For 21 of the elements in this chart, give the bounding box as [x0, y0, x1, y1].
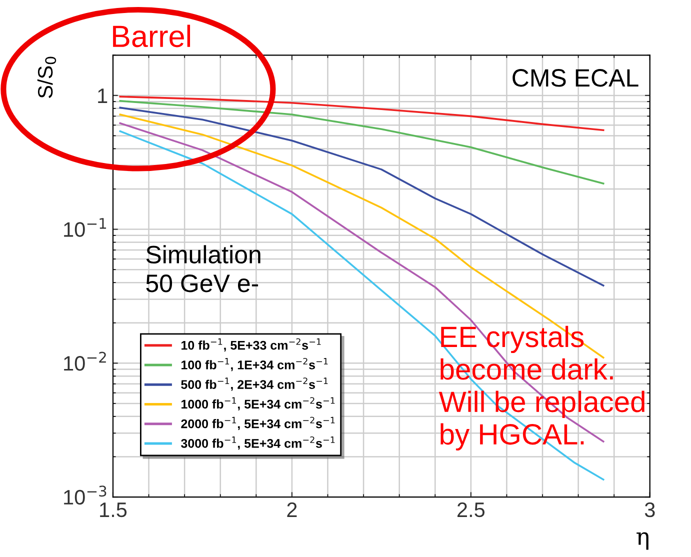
legend-label: 500 fb$^{−1}$, 2E+34 cm$^{−2}$s$^{−1}$ — [181, 378, 328, 391]
x-tick-label: 3 — [644, 502, 655, 518]
annotation: CMS ECAL — [512, 69, 638, 87]
line-series — [119, 100, 604, 184]
annotation: Simulation 50 GeV e- — [146, 245, 260, 292]
x-tick-label: 2.5 — [457, 502, 485, 518]
legend-label: 10 fb$^{−1}$, 5E+33 cm$^{−2}$s$^{−1}$ — [181, 338, 321, 352]
text: Barrel — [113, 24, 190, 48]
x-tick-label: 1.5 — [100, 502, 127, 518]
y-tick-label: 1 — [98, 88, 108, 103]
legend-label: 1000 fb$^{−1}$, 5E+34 cm$^{−2}$s$^{−1}$ — [181, 397, 335, 410]
line-series — [119, 96, 604, 132]
legend-label: 3000 fb$^{−1}$, 5E+34 cm$^{−2}$s$^{−1}$ — [180, 436, 335, 450]
y-tick-label: 10$^{−1}$ — [64, 218, 106, 237]
x-tick-label: 2 — [287, 502, 297, 517]
line-series — [119, 114, 604, 359]
legend-label: 100 fb$^{−1}$, 1E+34 cm$^{−2}$s$^{−1}$ — [181, 358, 328, 372]
x-axis-title: η — [636, 532, 648, 550]
y-tick-label: 10$^{−2}$ — [64, 352, 106, 371]
y-axis-title: S/S$_{0}$ — [37, 56, 56, 98]
legend-label: 2000 fb$^{−1}$, 5E+34 cm$^{−2}$s$^{−1}$ — [181, 416, 335, 430]
